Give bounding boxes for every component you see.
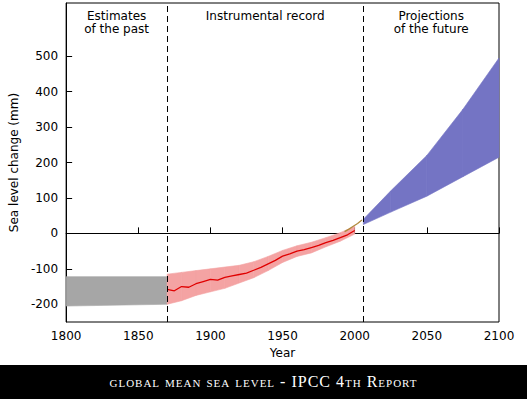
svg-text:100: 100 (35, 191, 58, 205)
svg-text:200: 200 (35, 156, 58, 170)
svg-text:-100: -100 (31, 262, 58, 276)
svg-text:of the future: of the future (394, 22, 469, 36)
html-text:global mean sea level - IPCC 4: global mean sea level - IPCC 4th Report (109, 373, 418, 390)
svg-text:400: 400 (35, 85, 58, 99)
svg-text:Year: Year (269, 346, 295, 360)
svg-text:-200: -200 (31, 297, 58, 311)
svg-text:300: 300 (35, 120, 58, 134)
svg-text:Projections: Projections (398, 9, 464, 23)
svg-text:500: 500 (35, 49, 58, 63)
svg-text:1800: 1800 (51, 329, 82, 343)
svg-text:Sea level change (mm): Sea level change (mm) (7, 93, 21, 232)
svg-text:1850: 1850 (123, 329, 154, 343)
svg-text:Estimates: Estimates (87, 9, 146, 23)
svg-text:2100: 2100 (484, 329, 515, 343)
svg-text:of the past: of the past (84, 22, 149, 36)
svg-text:Instrumental record: Instrumental record (206, 9, 325, 23)
svg-text:2000: 2000 (339, 329, 370, 343)
svg-text:1900: 1900 (195, 329, 226, 343)
svg-text:0: 0 (50, 226, 58, 240)
svg-text:1950: 1950 (267, 329, 298, 343)
svg-text:2050: 2050 (412, 329, 443, 343)
